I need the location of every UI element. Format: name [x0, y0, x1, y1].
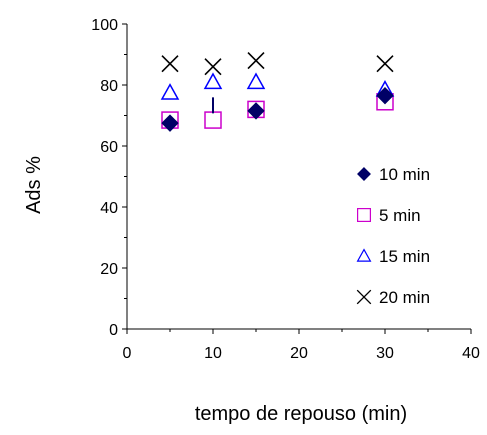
x-tick-label: 40: [462, 345, 480, 362]
point-15-min: [160, 83, 180, 100]
legend-marker: [356, 289, 372, 305]
legend-label: 10 min: [379, 165, 430, 184]
point-20-min: [204, 58, 222, 76]
y-axis-title: Ads %: [23, 156, 45, 214]
point-15-min: [203, 72, 223, 90]
x-tick-label: 30: [376, 345, 394, 362]
x-tick-label: 20: [290, 345, 308, 362]
point-20-min: [161, 55, 179, 73]
y-tick-label: 0: [109, 322, 118, 339]
x-axis-title: tempo de repouso (min): [195, 403, 407, 425]
point-15-min: [246, 72, 266, 90]
legend-label: 20 min: [379, 288, 430, 307]
data-marks: [160, 52, 395, 132]
y-tick-label: 100: [91, 17, 118, 34]
x-tick-label: 10: [204, 345, 222, 362]
legend-marker: [356, 248, 372, 262]
legend-marker: [357, 167, 371, 181]
legend-marker: [356, 208, 371, 223]
legend-label: 15 min: [379, 247, 430, 266]
point-5-min: [204, 111, 222, 129]
y-tick-label: 40: [100, 200, 118, 217]
point-20-min: [247, 52, 265, 70]
point-10-min: [247, 102, 265, 120]
point-20-min: [376, 55, 394, 73]
y-tick-label: 60: [100, 139, 118, 156]
y-tick-label: 20: [100, 261, 118, 278]
x-tick-label: 0: [123, 345, 132, 362]
legend: 10 min 5 min 15 min 20 min: [356, 165, 430, 307]
point-10-min: [161, 114, 179, 132]
y-tick-label: 80: [100, 78, 118, 95]
legend-label: 5 min: [379, 206, 421, 225]
point-10-min: [376, 86, 394, 105]
axes: 0 20 40 60 80 100 0 10 20 30 40: [91, 17, 480, 362]
